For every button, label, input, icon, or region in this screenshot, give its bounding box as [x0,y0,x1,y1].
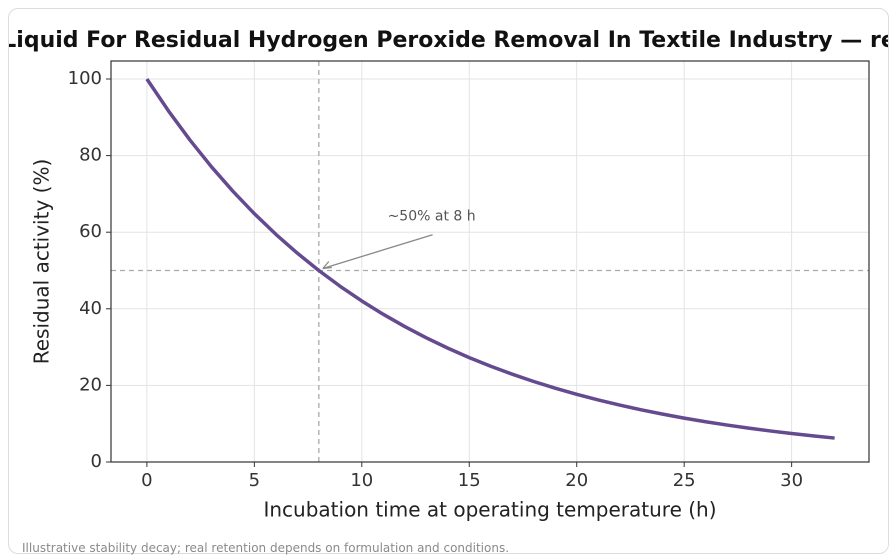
annotation-arrow [322,234,433,270]
y-tick-label: 100 [68,68,102,89]
x-axis-label: Incubation time at operating temperature… [263,498,716,522]
data-line [145,78,835,440]
x-tick-label: 10 [350,470,373,491]
y-tick-label: 0 [91,451,102,472]
card: Liquid For Residual Hydrogen Peroxide Re… [8,8,889,554]
annotation: ~50% at 8 h [388,209,476,225]
y-tick-label: 80 [79,145,102,166]
x-tick-label: 5 [249,470,260,491]
chart-title: Liquid For Residual Hydrogen Peroxide Re… [9,28,889,53]
x-tick-label: 30 [780,470,803,491]
x-tick-label: 20 [565,470,588,491]
chart: Liquid For Residual Hydrogen Peroxide Re… [9,28,889,522]
y-axis-label: Residual activity (%) [30,159,54,365]
x-tick-label: 0 [141,470,152,491]
y-tick-label: 60 [79,221,102,242]
footnote: Illustrative stability decay; real reten… [22,541,510,555]
y-tick-label: 40 [79,298,102,319]
x-tick-label: 15 [458,470,481,491]
plot-frame [110,60,870,463]
x-tick-label: 25 [673,470,696,491]
annotation-arrowhead [322,261,332,270]
y-tick-label: 20 [79,374,102,395]
